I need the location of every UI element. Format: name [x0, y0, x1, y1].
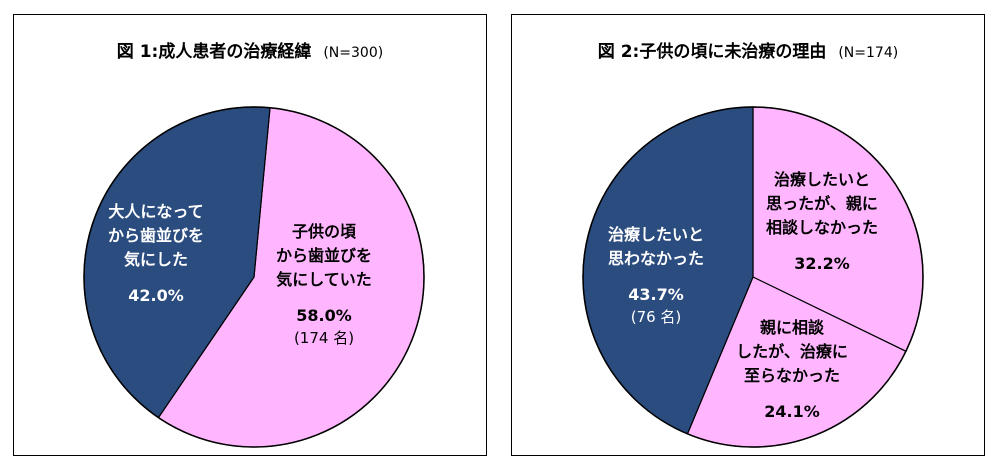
pie-1-slice-2-percent: 42.0% — [128, 286, 184, 305]
pie-2-slice-3-label-line-1: 治療したいと — [608, 225, 704, 244]
pie-2-outline — [582, 106, 924, 448]
pie-2-slice-1-label-line-1: 治療したいと — [774, 170, 870, 189]
pie-2-slice-3-count: (76 名) — [631, 308, 682, 326]
pie-1-slice-2-label-line-2: から歯並びを — [108, 226, 204, 245]
pie-2-slice-2-label-line-2: したが、治療に — [736, 342, 848, 361]
pie-2-slice-2-label-line-3: 至らなかった — [744, 366, 840, 385]
pie-2-slice-1-label-line-2: 思ったが、親に — [766, 194, 878, 213]
chart-1-title-text: 図 1:成人患者の治療経緯 — [116, 42, 312, 62]
pie-2-slice-3-label-line-2: 思わなかった — [608, 249, 704, 268]
pie-2-slice-2-percent: 24.1% — [764, 402, 820, 421]
pie-1-outline — [83, 106, 425, 448]
pie-1-slice-2-label-line-1: 大人になって — [108, 202, 203, 221]
pie-2-slice-1-percent: 32.2% — [794, 254, 850, 273]
pie-1-slice-1-label-line-1: 子供の頃 — [292, 222, 357, 241]
pie-2-slice-3-percent: 43.7% — [628, 285, 684, 304]
chart-panel-1: 図 1:成人患者の治療経緯 (N=300) 子供の頃 から歯並びを 気にしていた 58.… — [13, 14, 487, 456]
chart-2-title-text: 図 2:子供の頃に未治療の理由 — [597, 42, 827, 62]
pie-chart-2: 治療したいと思ったが、親に相談しなかった32.2%親に相談したが、治療に至らなか… — [582, 106, 924, 448]
pie-1-slice-1-percent: 58.0% — [296, 306, 352, 325]
pie-2-slice-1-label-line-3: 相談しなかった — [766, 218, 878, 237]
pie-2-slice-2-label-line-1: 親に相談 — [760, 318, 825, 337]
pie-1-slice-1-count: (174 名) — [294, 329, 354, 347]
chart-1-sample-size: (N=300) — [323, 45, 384, 61]
chart-panel-2: 図 2:子供の頃に未治療の理由 (N=174) 治療したいと 思ったが、親に 相談しな… — [511, 14, 985, 456]
pie-1-slice-1-label-line-2: から歯並びを — [276, 246, 372, 265]
chart-2-sample-size: (N=174) — [838, 45, 899, 61]
chart-2-title: 図 2:子供の頃に未治療の理由 (N=174) — [512, 37, 984, 62]
pie-1-slice-2-label-line-3: 気にした — [124, 250, 188, 269]
chart-1-title: 図 1:成人患者の治療経緯 (N=300) — [14, 37, 486, 62]
pie-1-slice-1-label-line-3: 気にしていた — [276, 270, 372, 289]
